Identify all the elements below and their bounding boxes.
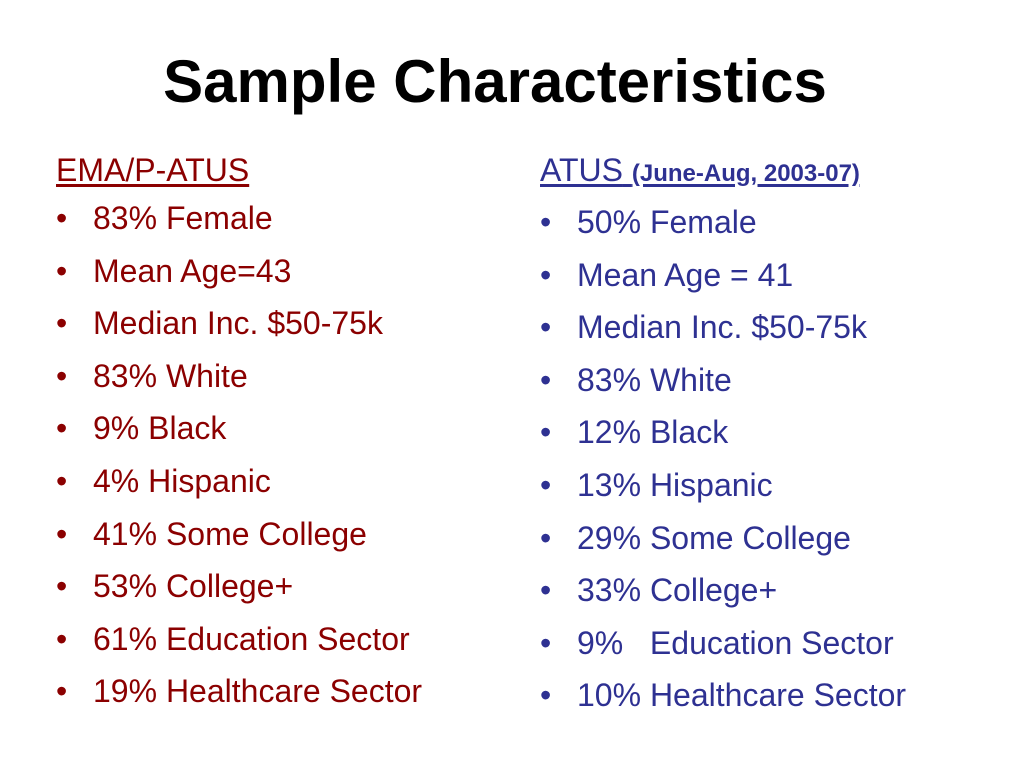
list-item: • 83% White	[56, 350, 422, 403]
item-text: 19% Healthcare Sector	[93, 673, 423, 710]
bullet: •	[540, 677, 552, 714]
bullet: •	[540, 624, 552, 661]
item-text: 9% Education Sector	[577, 624, 894, 661]
list-item: • Mean Age=43	[56, 245, 422, 298]
list-item: • 83% White	[540, 354, 906, 407]
bullet: •	[540, 519, 552, 556]
item-text: Mean Age=43	[93, 252, 292, 289]
item-text: 33% College+	[577, 572, 778, 609]
list-item: • 53% College+	[56, 560, 422, 613]
right-column: ATUS (June-Aug, 2003-07) • 50% Female • Me…	[540, 148, 906, 722]
list-item: • 10% Healthcare Sector	[540, 669, 906, 722]
item-text: 41% Some College	[93, 515, 367, 552]
right-heading-subtitle: (June-Aug, 2003-07)	[631, 160, 860, 187]
bullet: •	[56, 568, 68, 605]
item-text: 83% White	[93, 357, 248, 394]
right-item-list: • 50% Female • Mean Age = 41 • Median Inc. …	[540, 196, 906, 722]
list-item: • 12% Black	[540, 406, 906, 459]
list-item: • 9% Black	[56, 402, 422, 455]
list-item: • 19% Healthcare Sector	[56, 665, 422, 718]
item-text: 50% Female	[577, 204, 757, 240]
bullet: •	[56, 252, 68, 289]
item-text: 83% Female	[93, 200, 273, 236]
item-text: 83% White	[577, 361, 732, 398]
bullet: •	[540, 466, 552, 503]
item-text: Median Inc. $50-75k	[93, 305, 383, 342]
bullet: •	[56, 673, 68, 710]
slide-title: Sample Characteristics	[163, 48, 827, 115]
item-text: 12% Black	[577, 414, 729, 451]
bullet: •	[540, 572, 552, 609]
bullet: •	[56, 305, 68, 342]
item-text: 61% Education Sector	[93, 620, 410, 657]
bullet: •	[540, 256, 552, 293]
item-text: 10% Healthcare Sector	[577, 677, 907, 714]
item-text: 9% Black	[93, 410, 227, 447]
list-item: • 50% Female	[540, 196, 906, 249]
left-item-list: • 83% Female • Mean Age=43 • Median Inc. $5…	[56, 192, 422, 718]
left-heading-text: EMA/P-ATUS	[56, 152, 250, 188]
list-item: • Median Inc. $50-75k	[540, 301, 906, 354]
list-item: • 9% Education Sector	[540, 617, 906, 670]
list-item: • 29% Some College	[540, 512, 906, 565]
bullet: •	[56, 515, 68, 552]
list-item: • 4% Hispanic	[56, 455, 422, 508]
right-heading-text: ATUS	[540, 152, 623, 188]
bullet: •	[56, 620, 68, 657]
bullet: •	[540, 309, 552, 346]
bullet: •	[540, 414, 552, 451]
list-item: • Mean Age = 41	[540, 249, 906, 302]
bullet: •	[540, 361, 552, 398]
left-column: EMA/P-ATUS • 83% Female • Mean Age=43 • Med…	[56, 148, 422, 718]
bullet: •	[56, 200, 68, 236]
item-text: 53% College+	[93, 568, 294, 605]
bullet: •	[56, 462, 68, 499]
left-column-heading: EMA/P-ATUS	[56, 148, 422, 192]
item-text: 29% Some College	[577, 519, 851, 556]
list-item: • 13% Hispanic	[540, 459, 906, 512]
list-item: • 83% Female	[56, 192, 422, 245]
right-column-heading: ATUS (June-Aug, 2003-07)	[540, 148, 906, 196]
bullet: •	[540, 204, 552, 240]
bullet: •	[56, 357, 68, 394]
list-item: • Median Inc. $50-75k	[56, 297, 422, 350]
list-item: • 41% Some College	[56, 508, 422, 561]
list-item: • 61% Education Sector	[56, 613, 422, 666]
item-text: Median Inc. $50-75k	[577, 309, 867, 346]
item-text: Mean Age = 41	[577, 256, 794, 293]
bullet: •	[56, 410, 68, 447]
item-text: 4% Hispanic	[93, 462, 271, 499]
item-text: 13% Hispanic	[577, 466, 773, 503]
list-item: • 33% College+	[540, 564, 906, 617]
